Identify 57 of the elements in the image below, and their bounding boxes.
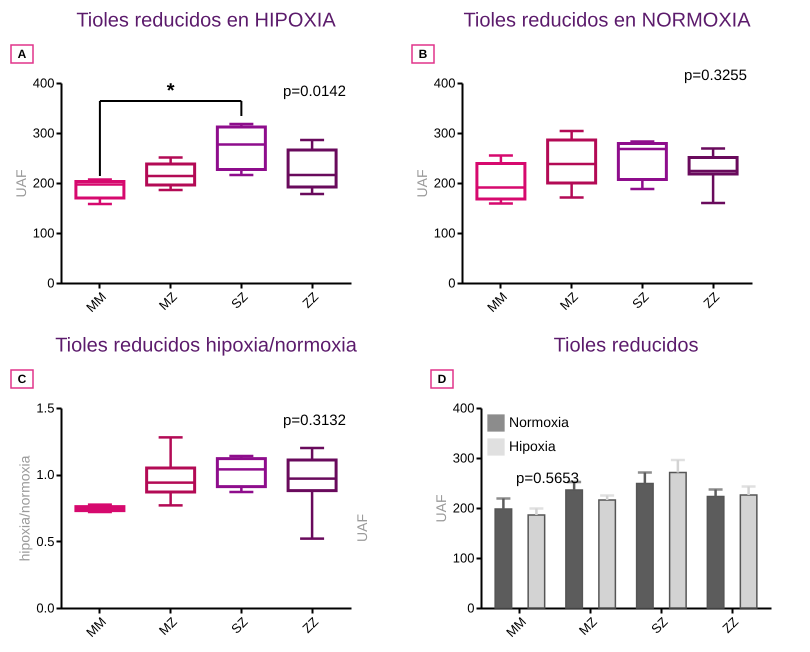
y-tick-label: 300 [32, 126, 54, 140]
x-tick-label: ZZ [719, 614, 742, 636]
text: A [18, 47, 27, 61]
y-axis-title: hipoxia/normoxia [16, 455, 32, 562]
y-tick-label: 200 [32, 176, 54, 190]
y-axis-title: UAF [432, 494, 449, 522]
chart-title: Tioles reducidos [554, 334, 698, 356]
x-tick-label: SZ [228, 289, 251, 312]
x-tick-label: SZ [629, 289, 652, 312]
x-tick-label: MZ [156, 614, 180, 638]
y-tick-label: 0 [47, 276, 54, 290]
y-tick-label: 300 [452, 450, 474, 466]
text: B [418, 47, 428, 61]
y-tick-label: 0 [448, 276, 456, 290]
bar [527, 514, 546, 609]
text: UAF [354, 514, 370, 542]
annotation: * [166, 80, 175, 102]
chart-title: Tioles reducidos en HIPOXIA [76, 9, 336, 32]
annotation: p=0.3255 [684, 67, 747, 84]
x-tick-label: MM [83, 614, 110, 640]
y-tick-label: 0.0 [36, 600, 54, 616]
y-tick-label: 400 [452, 400, 474, 416]
x-tick-label: SZ [228, 614, 251, 636]
x-tick-label: MZ [576, 614, 600, 638]
y-tick-label: 100 [434, 226, 456, 240]
bar [598, 499, 616, 609]
text: C [18, 372, 27, 386]
y-tick-label: 200 [452, 500, 474, 516]
y-tick-label: 100 [32, 226, 54, 240]
x-tick-label: MM [83, 289, 110, 316]
y-tick-label: 200 [434, 176, 456, 190]
y-axis-title: UAF [12, 170, 29, 198]
y-tick-label: 1.5 [36, 400, 54, 416]
chart-title: Tioles reducidos hipoxia/normoxia [55, 334, 358, 356]
y-tick-label: 300 [434, 126, 456, 140]
x-tick-label: MZ [156, 289, 180, 313]
annotation: p=0.5653 [516, 470, 579, 487]
legend-label: Normoxia [509, 414, 570, 430]
y-tick-label: 0.5 [36, 534, 54, 549]
x-tick-label: ZZ [299, 289, 322, 311]
x-tick-label: ZZ [700, 289, 722, 311]
text: D [438, 372, 447, 386]
legend-label: Hipoxia [509, 438, 556, 454]
annotation: p=0.0142 [283, 83, 346, 100]
y-tick-label: 100 [452, 550, 474, 566]
y-tick-label: 400 [32, 76, 54, 90]
y-axis-title: UAF [414, 170, 430, 198]
chart-title: Tioles reducidos en NORMOXIA [463, 9, 752, 32]
x-tick-label: MM [503, 614, 530, 640]
y-tick-label: 400 [434, 76, 456, 90]
x-tick-label: SZ [648, 614, 671, 636]
annotation: p=0.3132 [283, 412, 346, 429]
x-tick-label: MZ [556, 289, 581, 313]
x-tick-label: ZZ [299, 614, 322, 636]
x-tick-label: MM [484, 289, 510, 316]
y-tick-label: 0 [467, 600, 474, 616]
y-tick-label: 1.0 [36, 467, 54, 482]
